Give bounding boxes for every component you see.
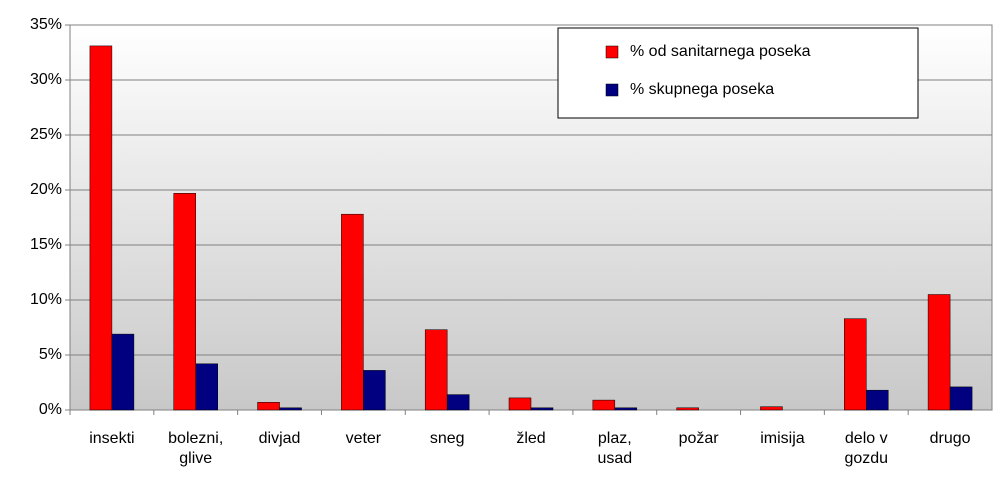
y-tick-label: 30% <box>30 71 62 88</box>
x-tick-label: žled <box>516 430 546 447</box>
bar <box>257 402 280 411</box>
bar <box>530 407 554 411</box>
legend-swatch <box>605 45 619 59</box>
bar <box>111 333 135 411</box>
bar <box>866 389 889 411</box>
x-tick-label: delo v gozdu <box>844 430 889 467</box>
bar <box>173 193 196 411</box>
x-tick-label: divjad <box>258 430 301 447</box>
y-tick-label: 15% <box>30 236 62 253</box>
bar <box>446 394 470 411</box>
bar <box>89 45 113 411</box>
x-tick-label: drugo <box>929 430 971 447</box>
bar <box>341 213 364 411</box>
bar <box>279 407 302 411</box>
x-tick-label: požar <box>678 430 719 447</box>
bar <box>949 386 973 411</box>
bar <box>927 294 951 411</box>
bar <box>363 370 386 411</box>
legend-label: % od sanitarnega poseka <box>630 43 811 60</box>
x-tick-label: imisija <box>760 430 805 447</box>
bar <box>760 406 783 411</box>
x-tick-label: plaz, usad <box>597 430 633 467</box>
y-tick-label: 20% <box>30 181 62 198</box>
y-tick-label: 10% <box>30 291 62 308</box>
legend-box <box>557 27 919 119</box>
x-tick-label: bolezni, glive <box>168 430 224 467</box>
y-tick-label: 25% <box>30 126 62 143</box>
bar <box>676 407 699 411</box>
bar <box>424 329 448 411</box>
y-tick-label: 0% <box>39 401 62 418</box>
legend-swatch <box>605 83 619 97</box>
bar <box>508 397 532 411</box>
bar <box>844 318 867 411</box>
x-tick-label: veter <box>345 430 382 447</box>
bar <box>614 407 638 411</box>
y-tick-label: 35% <box>30 16 62 33</box>
bar <box>195 363 218 411</box>
legend-label: % skupnega poseka <box>630 81 774 98</box>
y-tick-label: 5% <box>39 346 62 363</box>
x-tick-label: insekti <box>89 430 135 447</box>
bar <box>592 399 616 411</box>
x-tick-label: sneg <box>429 430 465 447</box>
